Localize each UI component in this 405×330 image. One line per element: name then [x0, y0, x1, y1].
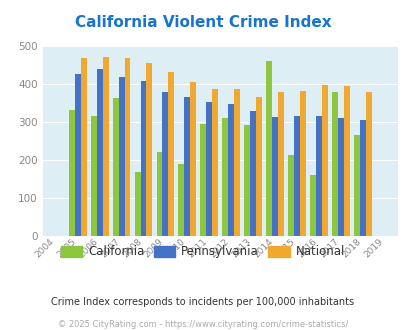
Bar	[124, 58, 130, 236]
Bar	[244, 125, 249, 236]
Bar	[134, 172, 140, 236]
Bar	[75, 74, 81, 236]
Bar	[321, 85, 327, 236]
Bar	[102, 57, 108, 236]
Bar	[315, 116, 321, 236]
Bar	[113, 98, 118, 236]
Bar	[359, 120, 365, 236]
Bar	[190, 82, 196, 236]
Bar	[156, 152, 162, 236]
Bar	[178, 164, 184, 236]
Bar	[266, 61, 271, 236]
Bar	[331, 92, 337, 236]
Bar	[200, 124, 206, 236]
Bar	[206, 102, 212, 236]
Bar	[309, 175, 315, 236]
Bar	[293, 116, 299, 236]
Bar	[228, 104, 234, 236]
Bar	[343, 86, 349, 236]
Bar	[365, 92, 371, 236]
Bar	[168, 72, 174, 236]
Bar	[299, 91, 305, 236]
Text: California Violent Crime Index: California Violent Crime Index	[75, 15, 330, 30]
Bar	[212, 89, 217, 236]
Bar	[222, 118, 228, 236]
Bar	[184, 97, 190, 236]
Bar	[337, 118, 343, 236]
Bar	[234, 89, 239, 236]
Bar	[91, 116, 96, 236]
Bar	[146, 63, 152, 236]
Bar	[81, 58, 86, 236]
Bar	[118, 77, 124, 236]
Bar	[96, 69, 102, 236]
Bar	[288, 155, 293, 236]
Bar	[256, 97, 261, 236]
Bar	[140, 81, 146, 236]
Bar	[277, 92, 283, 236]
Bar	[353, 135, 359, 236]
Bar	[69, 110, 75, 236]
Text: Crime Index corresponds to incidents per 100,000 inhabitants: Crime Index corresponds to incidents per…	[51, 297, 354, 307]
Text: © 2025 CityRating.com - https://www.cityrating.com/crime-statistics/: © 2025 CityRating.com - https://www.city…	[58, 319, 347, 329]
Legend: California, Pennsylvania, National: California, Pennsylvania, National	[56, 241, 349, 263]
Bar	[249, 112, 256, 236]
Bar	[271, 117, 277, 236]
Bar	[162, 92, 168, 236]
